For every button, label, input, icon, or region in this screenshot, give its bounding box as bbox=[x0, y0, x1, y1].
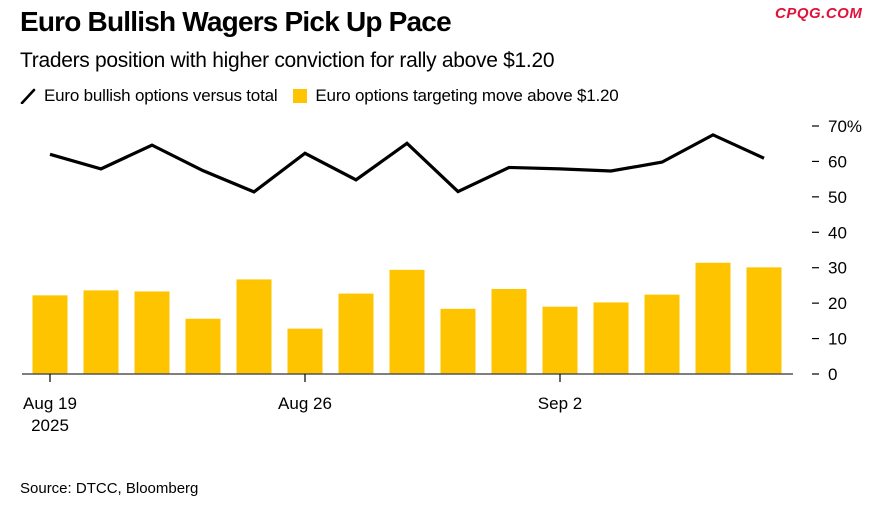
y-tick-label: 60 bbox=[828, 152, 847, 171]
y-tick-label: 20 bbox=[828, 294, 847, 313]
bar bbox=[32, 295, 68, 374]
bar bbox=[440, 308, 476, 374]
bar bbox=[491, 288, 527, 374]
square-swatch-icon bbox=[293, 89, 308, 103]
x-tick-label: Aug 19 bbox=[23, 394, 77, 413]
bar bbox=[83, 290, 119, 374]
chart-title: Euro Bullish Wagers Pick Up Pace bbox=[20, 6, 452, 37]
line-series bbox=[49, 133, 765, 194]
legend: Euro bullish options versus total Euro o… bbox=[20, 86, 635, 106]
legend-item-line: Euro bullish options versus total bbox=[20, 86, 278, 106]
legend-label-line: Euro bullish options versus total bbox=[44, 86, 278, 105]
bar bbox=[134, 291, 170, 374]
y-tick-label: 70% bbox=[828, 117, 862, 136]
y-tick-label: 30 bbox=[828, 259, 847, 278]
x-tick-label: Aug 26 bbox=[278, 394, 332, 413]
y-tick-label: 40 bbox=[828, 223, 847, 242]
x-tick-sublabel: 2025 bbox=[31, 416, 69, 435]
y-tick-label: 10 bbox=[828, 330, 847, 349]
bar bbox=[542, 306, 578, 374]
bar bbox=[287, 328, 323, 374]
bar bbox=[338, 293, 374, 374]
source-note: Source: DTCC, Bloomberg bbox=[20, 480, 199, 497]
bar bbox=[644, 294, 680, 374]
bar bbox=[185, 318, 221, 374]
bar bbox=[593, 302, 629, 374]
y-tick-label: 50 bbox=[828, 188, 847, 207]
bar bbox=[236, 279, 272, 374]
bar bbox=[746, 267, 782, 374]
line-icon bbox=[20, 88, 36, 104]
y-tick-label: 0 bbox=[828, 365, 837, 384]
watermark: CPQG.COM bbox=[775, 5, 863, 22]
bar bbox=[389, 269, 425, 374]
x-tick-label: Sep 2 bbox=[538, 394, 582, 413]
legend-item-bar: Euro options targeting move above $1.20 bbox=[293, 86, 619, 106]
legend-label-bar: Euro options targeting move above $1.20 bbox=[315, 86, 619, 105]
chart-subtitle: Traders position with higher conviction … bbox=[20, 49, 555, 72]
bar bbox=[695, 262, 731, 374]
